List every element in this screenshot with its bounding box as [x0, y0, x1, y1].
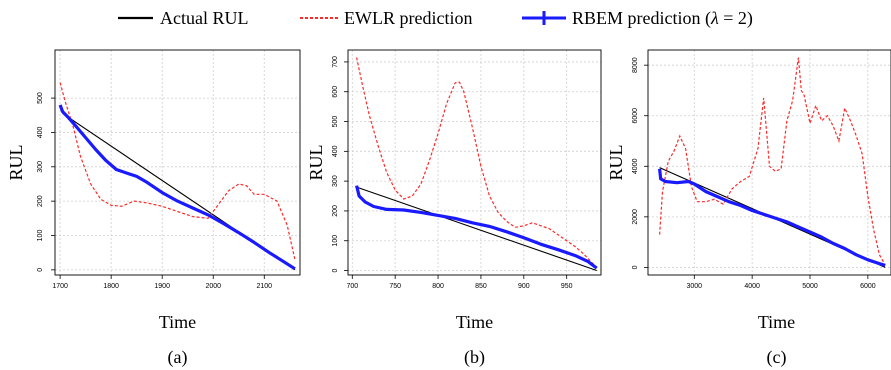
chart-a-ytick-label-2: 200: [37, 195, 44, 207]
chart-c-ytick-label-1: 2000: [632, 209, 639, 225]
chart-b-ytick-label-2: 200: [332, 205, 339, 217]
chart-c-ytick-label-4: 8000: [632, 57, 639, 73]
chart-a-xtick-label-0: 1700: [52, 283, 68, 290]
chart-b-ytick-label-1: 100: [332, 235, 339, 247]
panel-a: 1700 1800 1900 2000 2100 0 100 200 300 400 500 RUL T…: [6, 49, 301, 368]
chart-b-series-rbem: [355, 185, 598, 270]
legend-actual-label: Actual RUL: [160, 8, 248, 28]
panel-c: 3000 4000 5000 6000 0 2000 4000 6000 8000 RUL Time…: [606, 49, 891, 368]
legend-rbem-swatch: [522, 11, 566, 25]
chart-a-series-ewlr: [59, 82, 296, 260]
chart-c-xtick-label-3: 6000: [860, 283, 876, 290]
legend-rbem-suffix: = 2): [719, 8, 753, 29]
chart-c-series-ewlr: [659, 57, 886, 266]
chart-a-frame: [54, 49, 301, 276]
chart-c-xtick-label-1: 4000: [744, 283, 760, 290]
chart-a-ylabel: RUL: [6, 145, 26, 181]
legend-rbem-lambda: λ: [710, 8, 719, 28]
chart-a-xtick-label-1: 1800: [103, 283, 119, 290]
chart-a-xlabel: Time: [159, 312, 196, 332]
chart-b-ytick-label-7: 700: [332, 56, 339, 68]
chart-a-ytick-label-1: 100: [37, 230, 44, 242]
chart-a-ytick-label-0: 0: [37, 268, 44, 272]
chart-c-xtick-label-0: 3000: [686, 283, 702, 290]
chart-c-ytick-label-0: 0: [632, 265, 639, 269]
chart-c-ylabel: RUL: [606, 145, 626, 181]
chart-b-frame: [347, 49, 602, 276]
chart-b-xtick-label-4: 900: [518, 283, 530, 290]
chart-b-series-actual: [356, 186, 597, 272]
legend: Actual RUL EWLR prediction RBEM predicti…: [118, 8, 753, 29]
chart-c-ytick-label-2: 4000: [632, 158, 639, 174]
chart-b-xtick-label-2: 800: [432, 283, 444, 290]
chart-c-frame: [647, 49, 891, 276]
chart-b-ytick-label-0: 0: [332, 268, 339, 272]
chart-c-xtick-label-2: 5000: [802, 283, 818, 290]
legend-ewlr-label: EWLR prediction: [344, 8, 472, 28]
chart-b-panel-label: (b): [464, 347, 485, 368]
chart-c-xlabel: Time: [758, 312, 795, 332]
chart-c-series-rbem: [658, 168, 886, 267]
chart-a-xtick-label-4: 2100: [256, 283, 272, 290]
chart-a-panel-label: (a): [168, 347, 188, 368]
chart-b-ytick-label-4: 400: [332, 145, 339, 157]
chart-b-xtick-label-5: 950: [561, 283, 573, 290]
legend-rbem-prefix: RBEM prediction (: [572, 8, 711, 29]
chart-b-ylabel: RUL: [306, 145, 326, 181]
chart-a-series-rbem: [58, 104, 296, 271]
chart-b-ytick-label-3: 300: [332, 175, 339, 187]
chart-a-xtick-label-3: 2000: [205, 283, 221, 290]
chart-b-ytick-label-5: 500: [332, 116, 339, 128]
chart-a-xtick-label-2: 1900: [154, 283, 170, 290]
chart-b-series-ewlr: [356, 57, 598, 268]
chart-b-xtick-label-0: 700: [346, 283, 358, 290]
legend-rbem-label: RBEM prediction (λ = 2): [572, 8, 753, 29]
chart-b-xlabel: Time: [456, 312, 493, 332]
panel-b: 700 750 800 850 900 950 0 100 200 300 400 500 600 700…: [306, 49, 602, 368]
chart-a-ytick-label-3: 300: [37, 161, 44, 173]
chart-a-ytick-label-4: 400: [37, 127, 44, 139]
chart-c-panel-label: (c): [767, 347, 787, 368]
chart-b-xtick-label-1: 750: [389, 283, 401, 290]
chart-b-xtick-label-3: 850: [475, 283, 487, 290]
chart-b-ytick-label-6: 600: [332, 86, 339, 98]
chart-c-ytick-label-3: 6000: [632, 108, 639, 124]
chart-a-ytick-label-5: 500: [37, 92, 44, 104]
